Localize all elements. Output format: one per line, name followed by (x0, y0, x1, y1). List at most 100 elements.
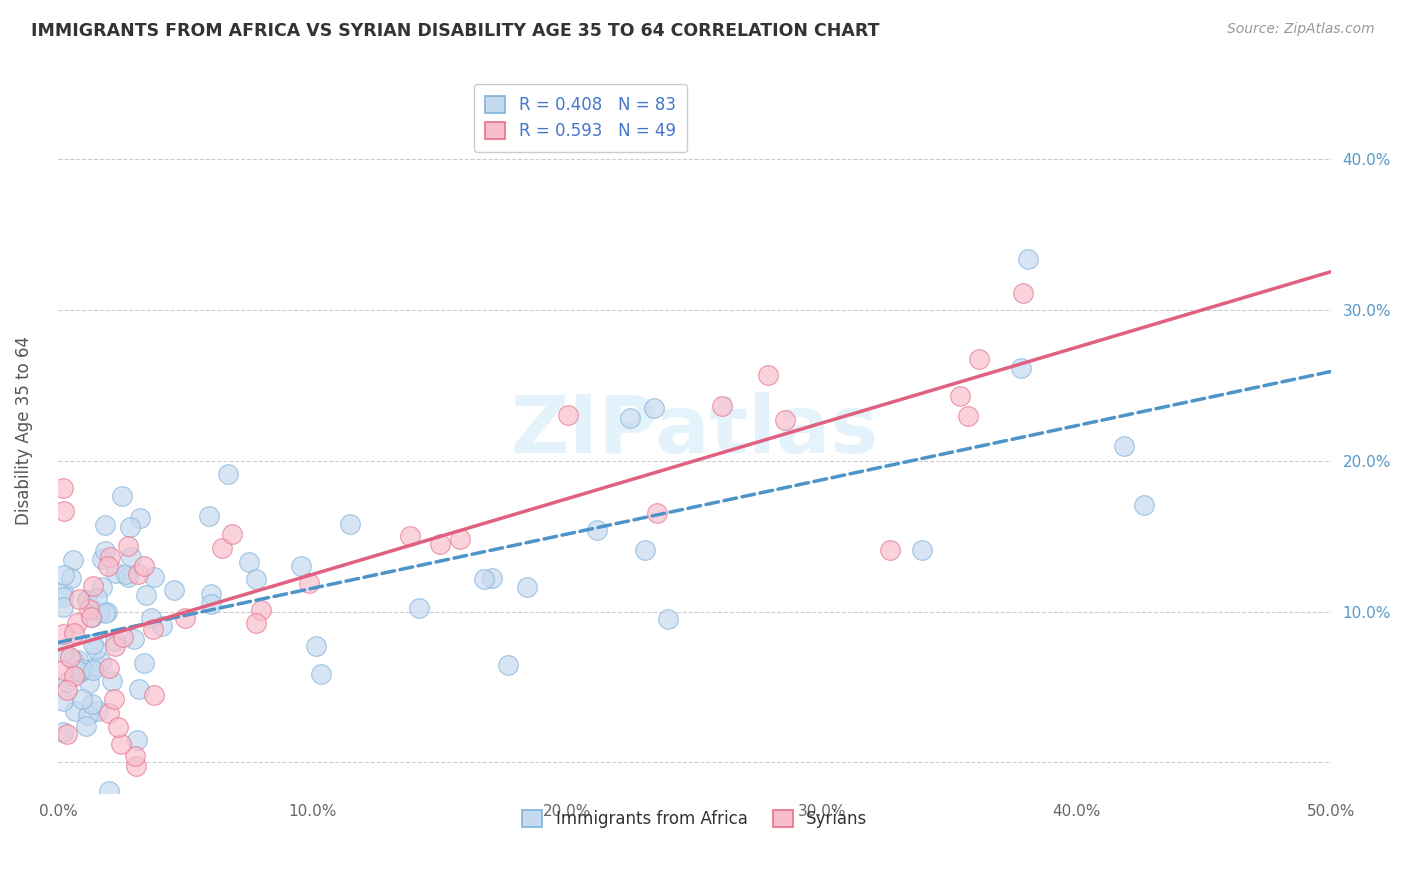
Point (339, 517, 361, 532)
Point (53, 504, 76, 518)
Point (70, 692, 93, 706)
Point (90, 655, 112, 669)
Point (53, 567, 76, 582)
Point (245, 615, 267, 630)
Point (134, 558, 156, 573)
Point (304, 640, 326, 654)
Point (163, 582, 186, 597)
Point (125, 733, 148, 747)
Point (245, 572, 267, 586)
Point (76, 708, 98, 723)
Point (122, 632, 145, 647)
Point (238, 555, 260, 569)
Point (91, 580, 114, 594)
Point (52, 663, 75, 677)
Point (135, 588, 157, 602)
Point (77, 675, 100, 690)
Point (94, 544, 117, 558)
Point (298, 575, 321, 590)
Point (111, 489, 134, 503)
Point (619, 411, 641, 425)
Point (105, 566, 128, 580)
Point (86, 642, 108, 657)
Point (758, 368, 780, 382)
Point (290, 558, 312, 573)
Legend: Immigrants from Africa, Syrians: Immigrants from Africa, Syrians (516, 804, 873, 835)
Point (101, 673, 124, 688)
Point (211, 541, 233, 555)
Point (117, 539, 139, 553)
Point (76, 593, 98, 607)
Point (97, 661, 120, 675)
Y-axis label: Disability Age 35 to 64: Disability Age 35 to 64 (15, 336, 32, 525)
Point (125, 759, 148, 773)
Point (104, 633, 127, 648)
Point (472, 572, 495, 586)
Point (84, 658, 107, 673)
Point (496, 658, 519, 673)
Point (52, 627, 75, 641)
Point (76, 593, 98, 607)
Point (657, 611, 679, 625)
Point (103, 692, 125, 706)
Point (311, 666, 333, 681)
Point (52, 585, 75, 599)
Point (104, 640, 127, 654)
Point (63, 669, 86, 683)
Point (62, 652, 84, 666)
Point (62, 553, 84, 567)
Point (879, 542, 901, 557)
Point (128, 511, 150, 525)
Point (56, 683, 79, 698)
Point (70, 662, 93, 676)
Point (949, 389, 972, 403)
Point (87, 704, 110, 718)
Point (80, 610, 103, 624)
Point (98, 549, 121, 564)
Point (97, 784, 120, 798)
Point (110, 737, 132, 751)
Point (586, 523, 609, 537)
Point (63, 704, 86, 718)
Point (150, 619, 173, 633)
Point (1133, 498, 1156, 512)
Point (645, 506, 668, 520)
Point (80, 610, 103, 624)
Point (97, 559, 120, 574)
Point (94, 606, 117, 620)
Point (634, 543, 657, 558)
Point (141, 610, 163, 624)
Point (52, 590, 75, 604)
Point (127, 566, 149, 581)
Point (82, 697, 104, 711)
Point (115, 566, 138, 581)
Point (67, 591, 90, 606)
Point (142, 623, 165, 637)
Point (56, 675, 79, 690)
Text: IMMIGRANTS FROM AFRICA VS SYRIAN DISABILITY AGE 35 TO 64 CORRELATION CHART: IMMIGRANTS FROM AFRICA VS SYRIAN DISABIL… (31, 22, 879, 40)
Text: Source: ZipAtlas.com: Source: ZipAtlas.com (1227, 22, 1375, 37)
Text: ZIPatlas: ZIPatlas (510, 392, 879, 469)
Point (250, 602, 273, 616)
Point (56, 726, 79, 740)
Point (82, 579, 104, 593)
Point (143, 570, 166, 584)
Point (82, 637, 104, 651)
Point (83, 807, 105, 822)
Point (775, 413, 797, 427)
Point (128, 681, 150, 696)
Point (429, 537, 451, 551)
Point (124, 749, 146, 764)
Point (52, 694, 75, 708)
Point (75, 719, 97, 733)
Point (66, 615, 89, 630)
Point (198, 509, 221, 524)
Point (221, 527, 243, 541)
Point (82, 663, 104, 677)
Point (97, 706, 120, 720)
Point (217, 467, 239, 482)
Point (399, 529, 422, 543)
Point (69, 665, 91, 679)
Point (1017, 252, 1039, 267)
Point (643, 401, 665, 415)
